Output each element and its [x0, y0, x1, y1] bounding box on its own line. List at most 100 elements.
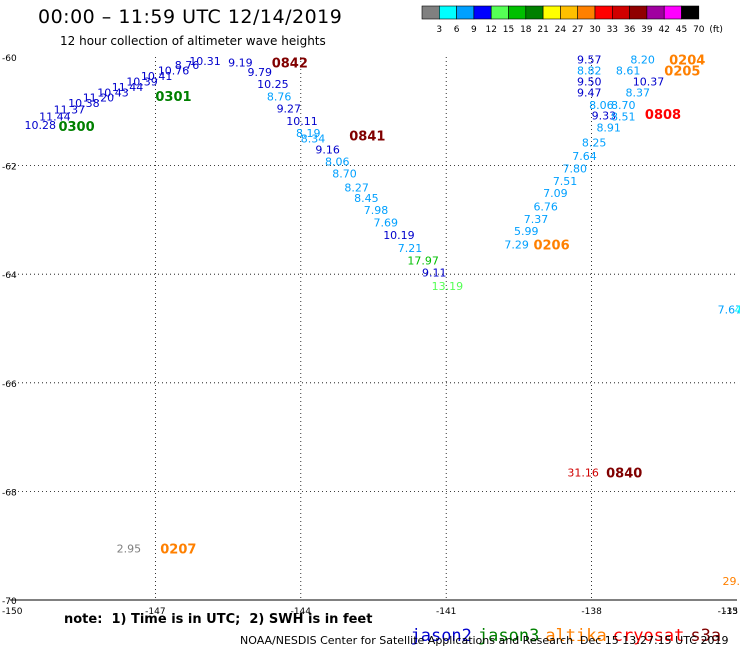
wave-height-point: 9.19 — [228, 56, 253, 69]
pass-time-label: 0840 — [606, 466, 642, 481]
wave-height-point: 8.37 — [626, 86, 651, 99]
y-tick-label: -70 — [2, 597, 17, 607]
scale-label: 15 — [503, 25, 514, 35]
wave-height-point: 9.47 — [577, 86, 602, 99]
wave-height-point: 7.29 — [504, 238, 529, 251]
wave-height-point: 10.31 — [189, 55, 221, 68]
footer-note: note: 1) Time is in UTC; 2) SWH is in fe… — [64, 612, 373, 627]
wave-height-point: 8.27 — [344, 181, 369, 194]
scale-label: 30 — [589, 25, 601, 35]
pass-time-label: 0207 — [160, 542, 196, 557]
page-title: 00:00 – 11:59 UTC 12/14/2019 — [38, 6, 343, 28]
wave-height-point: 10.41 — [141, 70, 173, 83]
pass-time-label: 0808 — [645, 108, 681, 123]
scale-label: 12 — [485, 25, 496, 35]
pass-time-label: 0841 — [349, 130, 385, 145]
wave-height-point: 11.44 — [112, 81, 144, 94]
legend-cryosat: cryosat — [612, 626, 685, 646]
credit-text: NOAA/NESDIS Center for Satellite Applica… — [240, 634, 574, 647]
wave-height-point: 7.21 — [398, 242, 423, 255]
legend-jason2: jason2 — [410, 626, 472, 646]
wave-height-point: 7.64 — [572, 150, 597, 163]
wave-height-point: 7.80 — [563, 162, 588, 175]
wave-height-point: 10.43 — [97, 86, 128, 99]
page-subtitle: 12 hour collection of altimeter wave hei… — [60, 34, 326, 48]
scale-label: 39 — [641, 25, 653, 35]
wave-height-point: 7.69 — [374, 217, 399, 230]
wave-height-point: 9.27 — [277, 103, 302, 116]
legend-jason3: jason3 — [477, 626, 540, 646]
timestamp-text: Dec 15 13:27:15 UTC 2019 — [580, 634, 729, 647]
wave-height-point: 8.91 — [596, 122, 621, 135]
wave-height-point: 8.82 — [577, 65, 602, 78]
wave-height-point: 10.76 — [158, 65, 190, 78]
wave-height-point: 8.06 — [589, 99, 614, 112]
scale-label: 3 — [436, 25, 442, 35]
scale-label: 27 — [572, 25, 583, 35]
wave-height-point: 7.98 — [364, 204, 389, 217]
y-tick-label: -66 — [2, 380, 17, 390]
y-tick-label: -68 — [2, 488, 17, 498]
wave-height-point: 8.45 — [354, 192, 379, 205]
pass-time-label: 0206 — [533, 238, 569, 253]
wave-height-point: 11.37 — [54, 104, 85, 117]
wave-height-point: 10.38 — [68, 97, 100, 110]
wave-height-point: 8.20 — [630, 54, 655, 67]
scale-label: 24 — [555, 25, 567, 35]
x-tick-label: -13 — [723, 607, 738, 617]
scale-label: (ft) — [709, 25, 723, 35]
wave-height-point: 9.50 — [577, 75, 602, 88]
wave-height-point: 9.57 — [577, 54, 602, 67]
wave-height-point: 7.37 — [524, 213, 549, 226]
scale-label: 42 — [658, 25, 669, 35]
wave-height-point: 2.95 — [117, 542, 142, 555]
wave-height-point: 8.34 — [301, 132, 326, 145]
pass-time-label: 0301 — [155, 90, 191, 105]
legend-altika: altika — [545, 626, 607, 646]
scale-label: 36 — [624, 25, 636, 35]
scale-label: 45 — [676, 25, 687, 35]
wave-height-point: 10.11 — [286, 115, 318, 128]
wave-height-point: 5.99 — [514, 225, 539, 238]
scale-label: 70 — [693, 25, 705, 35]
wave-height-point: 13.19 — [432, 280, 464, 293]
pass-time-label: 0842 — [272, 56, 308, 71]
wave-height-point: 11.44 — [39, 111, 71, 124]
scale-label: 18 — [520, 25, 532, 35]
wave-height-point: 6.76 — [533, 200, 558, 213]
wave-height-point: 8.51 — [611, 111, 636, 124]
wave-height-point: 8.06 — [325, 155, 350, 168]
wave-height-point: 11.20 — [83, 92, 115, 105]
wave-height-point: 10.37 — [633, 75, 665, 88]
scale-label: 21 — [537, 25, 548, 35]
wave-height-point: 9.11 — [422, 267, 447, 280]
wave-height-point: 8.25 — [582, 136, 607, 149]
wave-height-point: 31.16 — [567, 466, 599, 479]
scale-swatch — [681, 5, 700, 20]
wave-height-point: 9.79 — [247, 66, 272, 79]
x-tick-label: -150 — [2, 607, 23, 617]
pass-time-label: 0204 — [669, 54, 705, 69]
wave-height-point: 7.67 — [718, 303, 740, 316]
x-tick-label: -147 — [145, 607, 165, 617]
wave-height-point: 10.39 — [126, 75, 158, 88]
wave-height-point: 7.51 — [553, 175, 578, 188]
satellite-legend: jason2 jason3 altika cryosat s3a — [390, 606, 727, 646]
pass-time-label: 0300 — [58, 120, 94, 135]
color-scale: 3 6 9 12 15 18 21 24 27 30 33 36 39 42 45 70 (ft) — [0, 0, 740, 40]
wave-height-point: 8.76 — [267, 91, 292, 104]
x-tick-label: -141 — [436, 607, 456, 617]
x-tick-label: -138 — [581, 607, 602, 617]
legend-s3a: s3a — [690, 626, 722, 646]
x-tick-label: -135 — [718, 607, 738, 617]
pass-time-label: 0205 — [664, 65, 700, 80]
wave-height-point: 8.61 — [616, 65, 641, 78]
wave-height-point: 9.16 — [315, 143, 340, 156]
wave-height-point: 7.09 — [543, 187, 568, 200]
scale-label: 33 — [607, 25, 618, 35]
y-tick-label: -64 — [2, 271, 17, 281]
scale-label: 6 — [454, 25, 460, 35]
wave-height-point: 10.28 — [25, 119, 57, 132]
x-tick-label: -144 — [291, 607, 312, 617]
